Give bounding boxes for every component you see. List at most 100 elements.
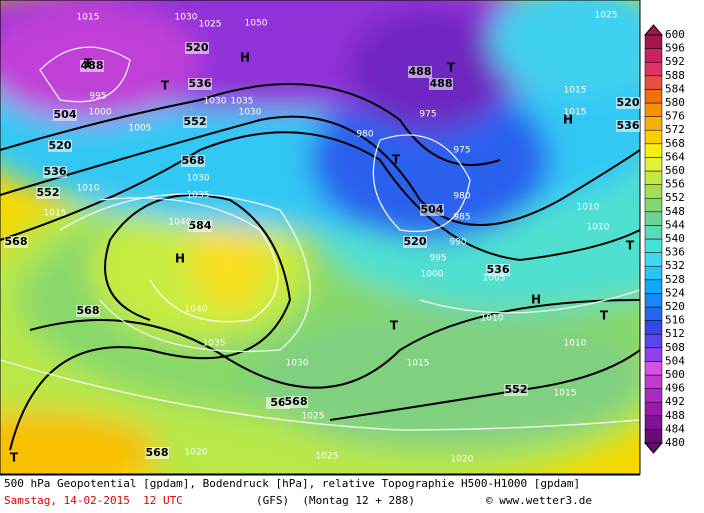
- contour-label: 520: [617, 96, 640, 109]
- colorbar-label: 480: [665, 436, 685, 449]
- isobar-label: 1040: [185, 305, 208, 315]
- pressure-center: T: [392, 153, 401, 167]
- contour-label: 568: [5, 235, 28, 248]
- colorbar-label: 516: [665, 314, 685, 327]
- contour-label: 520: [404, 235, 427, 248]
- colorbar-label: 556: [665, 178, 685, 191]
- colorbar-label: 544: [665, 218, 685, 231]
- isobar-label: 1035: [231, 97, 254, 107]
- isobar-label: 1015: [564, 108, 587, 118]
- contour-label: 56: [270, 396, 286, 409]
- pressure-center: T: [390, 319, 399, 333]
- colorbar-label: 512: [665, 327, 685, 340]
- isobar-label: 1015: [564, 86, 587, 96]
- isobar-label: 1030: [204, 97, 227, 107]
- colorbar-box: [644, 197, 663, 213]
- colorbar-label: 492: [665, 395, 685, 408]
- colorbar-box: [644, 293, 663, 308]
- pressure-center: T: [10, 451, 19, 465]
- label-bg: [76, 305, 100, 317]
- colorbar-label: 580: [665, 96, 685, 109]
- colorbar-box: [644, 361, 663, 376]
- colorbar-label: 532: [665, 259, 685, 272]
- colorbar-box: [644, 116, 663, 131]
- label-bg: [420, 204, 444, 216]
- label-bg: [616, 120, 640, 132]
- isobar-label: 990: [449, 238, 466, 248]
- label-bg: [48, 140, 72, 152]
- isobar-label: 980: [356, 130, 373, 140]
- colorbar-box: [644, 184, 663, 199]
- colorbar-label: 588: [665, 69, 685, 82]
- caption: 500 hPa Geopotential [gpdam], Bodendruck…: [4, 477, 580, 490]
- contour-label: 568: [146, 446, 169, 459]
- contour-label: 536: [44, 165, 67, 178]
- colorbar-box: [644, 415, 663, 430]
- pressure-center: T: [447, 61, 456, 75]
- contour-label: 488: [81, 59, 104, 72]
- contour-label: 552: [505, 383, 528, 396]
- colorbar-box: [644, 252, 663, 267]
- colorbar-box: [644, 374, 663, 389]
- isobar-label: 1030: [286, 359, 309, 369]
- pressure-center: T: [626, 239, 635, 253]
- label-bg: [504, 384, 528, 396]
- isobar-label: 1040: [169, 218, 192, 228]
- colorbar-label: 520: [665, 300, 685, 313]
- colorbar-box: [644, 429, 663, 444]
- isobar-label: 1010: [77, 184, 100, 194]
- colorbar-label: 552: [665, 191, 685, 204]
- colorbar-label: 528: [665, 273, 685, 286]
- colorbar-box: [644, 347, 663, 362]
- contour-label: 536: [487, 263, 510, 276]
- colorbar-box: [644, 401, 663, 417]
- colorbar-box: [644, 306, 663, 321]
- contour-label: 488: [430, 77, 453, 90]
- colorbar-label: 524: [665, 286, 685, 299]
- label-bg: [188, 78, 212, 90]
- contour-label: 488: [409, 65, 432, 78]
- isobar-label: 995: [429, 254, 446, 264]
- label-bg: [429, 78, 453, 90]
- isobar-label: 1035: [187, 191, 210, 201]
- contour-label: 552: [37, 186, 60, 199]
- isobar-label: 1025: [595, 11, 618, 21]
- colorbar-box: [644, 279, 663, 294]
- colorbar-label: 548: [665, 205, 685, 218]
- isobar-label: 1025: [302, 412, 325, 422]
- label-bg: [616, 97, 640, 109]
- colorbar-box: [644, 129, 663, 145]
- colorbar-label: 592: [665, 55, 685, 68]
- isobar-label: 1015: [554, 389, 577, 399]
- isobar-label: 1020: [185, 448, 208, 458]
- isobar-label: 975: [419, 110, 436, 120]
- isobar-label: 985: [453, 213, 470, 223]
- label-bg: [4, 236, 28, 248]
- map-frame: [0, 0, 641, 475]
- colorbar-cap: [643, 442, 664, 454]
- label-bg: [188, 220, 212, 232]
- contour-label: 584: [189, 219, 212, 232]
- isobar-label: 1050: [245, 19, 268, 29]
- pressure-center: H: [175, 252, 185, 266]
- colorbar-box: [644, 225, 663, 240]
- colorbar-label: 600: [665, 28, 685, 41]
- caption-date: Samstag, 14-02-2015 12 UTC: [4, 494, 183, 507]
- colorbar-label: 568: [665, 137, 685, 150]
- label-bg: [53, 109, 77, 121]
- colorbar-box: [644, 211, 663, 226]
- colorbar-label: 504: [665, 354, 685, 367]
- pressure-center: T: [84, 57, 93, 71]
- label-bg: [36, 187, 60, 199]
- colorbar-label: 572: [665, 123, 685, 136]
- isobar-label: 1015: [77, 13, 100, 23]
- colorbar-box: [644, 34, 663, 49]
- isobar-label: 1030: [187, 174, 210, 184]
- pressure-center: T: [600, 309, 609, 323]
- isobar-label: 1030: [239, 108, 262, 118]
- isobar-label: 995: [89, 92, 106, 102]
- contour-label: 520: [186, 41, 209, 54]
- colorbar-box: [644, 48, 663, 63]
- isobar-label: 1020: [451, 455, 474, 465]
